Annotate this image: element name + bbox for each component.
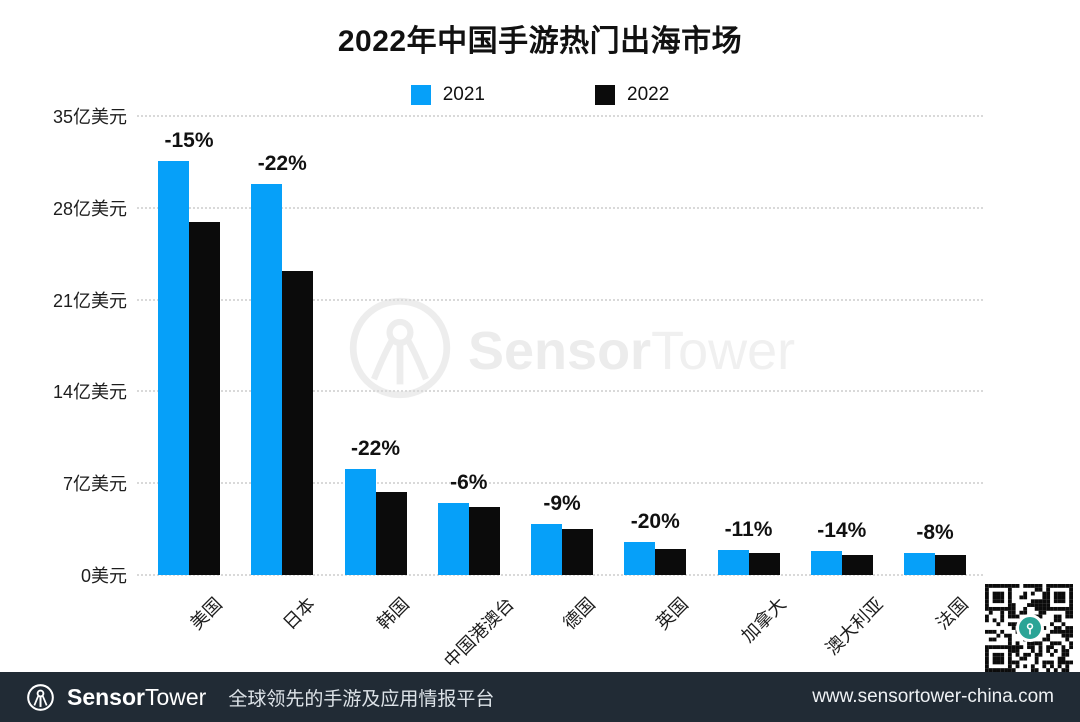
footer-bar: SensorTower 全球领先的手游及应用情报平台 www.sensortow… — [0, 672, 1080, 722]
change-label-7: -14% — [817, 519, 867, 543]
change-label-2: -22% — [350, 436, 401, 460]
bar-2021-2 — [344, 468, 376, 575]
y-axis-tick-label: 7亿美元 — [62, 474, 127, 495]
bar-2021-0 — [158, 160, 189, 575]
x-axis-tick-label-3: 中国港澳台 — [439, 593, 518, 672]
change-label-6: -11% — [724, 518, 773, 542]
footer-brand-text: SensorTower — [67, 683, 207, 710]
qr-modules — [985, 584, 1075, 672]
change-label-3: -6% — [450, 470, 488, 494]
legend-swatch-2022-icon — [595, 85, 615, 105]
bar-2022-5 — [655, 548, 687, 575]
change-label-5: -20% — [630, 510, 680, 534]
y-axis-tick-label: 0美元 — [80, 566, 127, 586]
y-axis-tick-label: 14亿美元 — [52, 382, 127, 403]
x-axis-tick-label-5: 英国 — [652, 593, 693, 634]
y-axis-tick-label: 35亿美元 — [52, 107, 127, 127]
footer-brand-group: SensorTower 全球领先的手游及应用情报平台 — [26, 683, 494, 712]
qr-center-logo-icon — [1016, 614, 1044, 642]
bar-2022-1 — [282, 270, 314, 575]
x-axis-tick-label-7: 澳大利亚 — [821, 593, 887, 659]
bar-2021-6 — [717, 550, 749, 575]
gridline — [137, 574, 983, 576]
x-axis-tick-label-6: 加拿大 — [737, 593, 790, 647]
bar-2021-8 — [904, 552, 935, 575]
legend-label-2022: 2022 — [627, 84, 670, 105]
y-axis-tick-label: 21亿美元 — [52, 290, 127, 311]
bar-2021-5 — [624, 542, 656, 575]
legend-label-2021: 2021 — [442, 84, 485, 105]
x-axis-tick-label-2: 韩国 — [372, 593, 413, 634]
bar-2022-4 — [562, 529, 593, 575]
bar-2021-4 — [531, 523, 562, 575]
change-label-4: -9% — [543, 491, 581, 515]
legend: 2021 2022 — [0, 84, 1080, 106]
plot-area: -15% 美国 -22% 日本 -22% 韩国 -6% 中国港澳台 -9% 德国 -20% 英国 -11… — [137, 115, 983, 672]
bar-2021-1 — [251, 184, 283, 575]
bar-2022-3 — [468, 506, 500, 575]
change-label-1: -22% — [257, 152, 307, 176]
bar-2021-3 — [437, 502, 469, 575]
footer-url: www.sensortower-china.com — [812, 686, 1054, 707]
gridline — [137, 206, 983, 209]
y-axis: 35亿美元 28亿美元 21亿美元 14亿美元 7亿美元 0美元 — [0, 107, 129, 586]
bar-2022-8 — [935, 554, 966, 575]
bar-2022-2 — [375, 492, 407, 575]
bar-2022-7 — [841, 554, 873, 575]
bar-2021-7 — [810, 551, 842, 575]
qr-code — [985, 584, 1075, 672]
y-axis-tick-label: 28亿美元 — [52, 198, 127, 219]
legend-swatch-2021-icon — [410, 85, 431, 105]
sensortower-logo-icon — [26, 683, 55, 712]
gridline — [137, 390, 983, 393]
change-label-8: -8% — [916, 520, 954, 544]
chart-title: 2022年中国手游热门出海市场 — [337, 25, 743, 58]
legend-item-2021: 2021 — [410, 84, 485, 106]
legend-item-2022: 2022 — [595, 84, 669, 106]
gridline — [137, 298, 983, 301]
footer-tagline: 全球领先的手游及应用情报平台 — [228, 688, 495, 710]
x-axis-tick-label-8: 法国 — [932, 593, 972, 634]
x-axis-tick-label-4: 德国 — [559, 593, 599, 634]
gridline — [137, 482, 983, 485]
change-label-0: -15% — [164, 128, 214, 152]
x-axis-tick-label-0: 美国 — [186, 593, 226, 634]
x-axis-tick-label-1: 日本 — [279, 593, 320, 634]
gridline — [137, 115, 983, 117]
bar-2022-0 — [189, 222, 220, 575]
bar-2022-6 — [748, 552, 780, 575]
